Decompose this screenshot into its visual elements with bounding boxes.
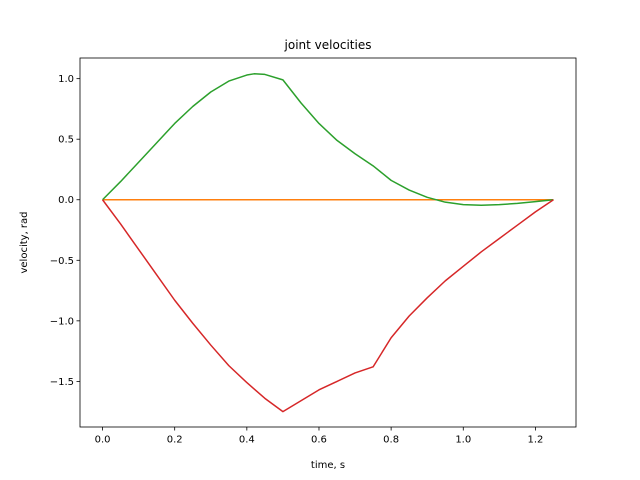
y-tick-label: 0.0 [58, 195, 74, 206]
y-tick-label: −1.0 [50, 316, 74, 327]
axes-frame [79, 57, 577, 428]
y-tick-label: −0.5 [50, 256, 74, 267]
x-tick-label: 0.8 [383, 435, 399, 446]
y-axis-label: velocity, rad [19, 211, 30, 273]
chart-title: joint velocities [284, 38, 372, 52]
x-tick-label: 0.6 [311, 435, 327, 446]
y-tick-label: 1.0 [58, 74, 74, 85]
series-line-4 [101, 199, 554, 413]
y-tick-label: −1.5 [50, 377, 74, 388]
x-tick-label: 0.4 [239, 435, 255, 446]
y-axis: −1.5 −1.0 −0.5 0.0 0.5 1.0 [50, 74, 80, 388]
x-tick-label: 1.0 [455, 435, 471, 446]
x-tick-label: 0.2 [167, 435, 183, 446]
x-axis-label: time, s [311, 460, 345, 471]
series-line-3 [102, 73, 554, 206]
x-tick-label: 0.0 [95, 435, 111, 446]
series-layer [101, 73, 554, 413]
y-tick-label: 0.5 [58, 135, 74, 146]
plot-area [80, 58, 576, 427]
x-axis: 0.0 0.2 0.4 0.6 0.8 1.0 1.2 [95, 427, 543, 446]
x-tick-label: 1.2 [527, 435, 543, 446]
